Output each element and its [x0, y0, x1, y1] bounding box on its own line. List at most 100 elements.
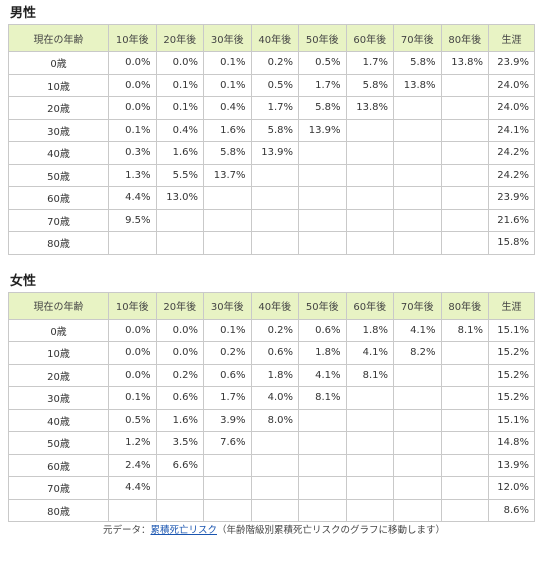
risk-cell: 8.1%	[298, 386, 347, 410]
risk-cell: 0.3%	[108, 141, 157, 165]
risk-cell: 1.2%	[108, 431, 157, 455]
age-cell: 70歳	[8, 476, 109, 500]
risk-cell: 5.5%	[155, 163, 204, 187]
age-cell: 20歳	[8, 363, 109, 387]
table-row: 10歳 0.0% 0.0% 0.2% 0.6% 1.8% 4.1% 8.2% 15.2%	[8, 341, 535, 365]
lifetime-risk-cell: 15.1%	[488, 318, 535, 342]
table-row: 50歳 1.2% 3.5% 7.6% 14.8%	[8, 431, 535, 455]
risk-cell: 4.4%	[108, 186, 157, 210]
table-row: 20歳 0.0% 0.2% 0.6% 1.8% 4.1% 8.1% 15.2%	[8, 363, 535, 387]
table-row: 40歳 0.5% 1.6% 3.9% 8.0% 15.1%	[8, 408, 535, 432]
age-cell: 80歳	[8, 498, 109, 522]
header-cell: 70年後	[393, 291, 442, 320]
lifetime-risk-cell: 8.6%	[488, 498, 535, 522]
lifetime-risk-cell: 24.0%	[488, 96, 535, 120]
risk-cell	[393, 498, 442, 522]
risk-cell	[298, 231, 347, 255]
risk-cell	[393, 476, 442, 500]
risk-cell	[440, 141, 489, 165]
risk-cell	[345, 118, 394, 142]
risk-cell: 13.0%	[155, 186, 204, 210]
risk-cell: 0.2%	[250, 51, 299, 75]
risk-cell	[345, 141, 394, 165]
age-cell: 30歳	[8, 118, 109, 142]
age-cell: 40歳	[8, 141, 109, 165]
risk-cell: 13.8%	[345, 96, 394, 120]
risk-cell: 0.6%	[155, 386, 204, 410]
age-cell: 10歳	[8, 341, 109, 365]
lifetime-risk-cell: 15.1%	[488, 408, 535, 432]
lifetime-risk-cell: 23.9%	[488, 51, 535, 75]
risk-cell: 1.6%	[155, 141, 204, 165]
risk-cell: 1.8%	[298, 341, 347, 365]
risk-cell: 1.7%	[345, 51, 394, 75]
risk-cell	[345, 186, 394, 210]
header-cell: 60年後	[345, 24, 394, 52]
risk-cell	[440, 73, 489, 97]
risk-cell	[155, 476, 204, 500]
risk-cell	[345, 208, 394, 232]
table-header-row: 現在の年齢 10年後 20年後 30年後 40年後 50年後 60年後 70年後 80年後 生涯	[8, 24, 535, 52]
header-cell: 80年後	[440, 291, 489, 320]
risk-cell: 5.8%	[203, 141, 252, 165]
risk-cell	[393, 118, 442, 142]
risk-cell: 5.8%	[250, 118, 299, 142]
lifetime-risk-cell: 24.1%	[488, 118, 535, 142]
risk-cell: 0.0%	[155, 318, 204, 342]
risk-cell	[393, 453, 442, 477]
risk-cell: 8.2%	[393, 341, 442, 365]
risk-cell: 9.5%	[108, 208, 157, 232]
risk-cell: 0.6%	[298, 318, 347, 342]
risk-cell: 0.0%	[155, 51, 204, 75]
risk-cell	[345, 163, 394, 187]
lifetime-risk-cell: 14.8%	[488, 431, 535, 455]
risk-cell	[250, 231, 299, 255]
source-link-note: （年齢階級別累積死亡リスクのグラフに移動します）	[217, 525, 446, 536]
age-cell: 0歳	[8, 51, 109, 75]
source-link[interactable]: 累積死亡リスク	[150, 525, 217, 536]
risk-cell: 1.3%	[108, 163, 157, 187]
risk-cell: 8.1%	[440, 318, 489, 342]
risk-cell	[440, 498, 489, 522]
risk-cell	[203, 231, 252, 255]
risk-cell: 13.8%	[393, 73, 442, 97]
table-row: 60歳 2.4% 6.6% 13.9%	[8, 453, 535, 477]
risk-cell	[203, 476, 252, 500]
risk-cell	[203, 498, 252, 522]
risk-cell: 0.6%	[250, 341, 299, 365]
risk-cell: 5.8%	[298, 96, 347, 120]
age-cell: 60歳	[8, 453, 109, 477]
male-section-title: 男性	[10, 6, 37, 21]
risk-cell: 0.0%	[108, 363, 157, 387]
risk-cell	[440, 186, 489, 210]
risk-cell: 0.0%	[108, 341, 157, 365]
risk-cell: 1.8%	[250, 363, 299, 387]
risk-cell	[345, 498, 394, 522]
risk-cell	[393, 163, 442, 187]
risk-cell: 13.9%	[298, 118, 347, 142]
risk-cell	[250, 186, 299, 210]
source-prefix: 元データ：	[102, 525, 151, 536]
risk-cell: 13.8%	[440, 51, 489, 75]
risk-cell	[440, 431, 489, 455]
risk-cell	[393, 431, 442, 455]
risk-cell	[155, 498, 204, 522]
risk-cell	[155, 208, 204, 232]
risk-cell: 0.0%	[108, 73, 157, 97]
header-cell: 70年後	[393, 24, 442, 52]
age-cell: 50歳	[8, 163, 109, 187]
risk-cell	[250, 453, 299, 477]
table-row: 0歳 0.0% 0.0% 0.1% 0.2% 0.6% 1.8% 4.1% 8.1% 15.1%	[8, 318, 535, 342]
risk-cell	[440, 386, 489, 410]
header-cell: 50年後	[298, 291, 347, 320]
table-row: 0歳 0.0% 0.0% 0.1% 0.2% 0.5% 1.7% 5.8% 13.8% 23.9%	[8, 51, 535, 75]
lifetime-risk-cell: 15.2%	[488, 341, 535, 365]
table-row: 10歳 0.0% 0.1% 0.1% 0.5% 1.7% 5.8% 13.8% 24.0%	[8, 73, 535, 97]
risk-cell: 0.2%	[250, 318, 299, 342]
header-cell: 20年後	[155, 24, 204, 52]
header-cell: 30年後	[203, 291, 252, 320]
female-risk-table: 現在の年齢 10年後 20年後 30年後 40年後 50年後 60年後 70年後 80年後 生涯 …	[8, 291, 535, 523]
risk-cell	[203, 453, 252, 477]
risk-cell	[345, 476, 394, 500]
risk-cell: 8.1%	[345, 363, 394, 387]
